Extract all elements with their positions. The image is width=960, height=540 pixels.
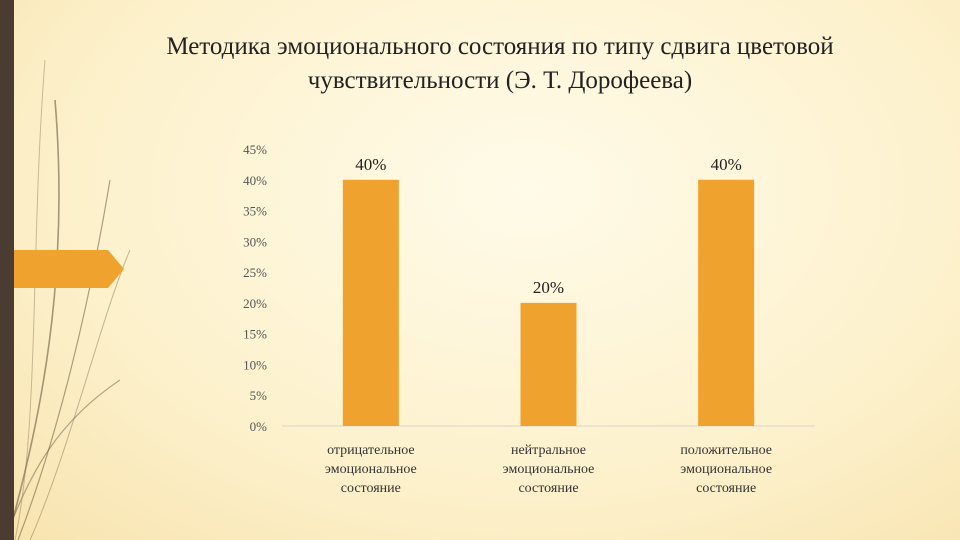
x-category-label-line: нейтральное [511, 443, 586, 458]
x-category-label-line: состояние [696, 481, 756, 496]
x-category-label-line: отрицательное [327, 443, 415, 458]
bar [698, 179, 755, 426]
decorative-line [17, 179, 111, 540]
x-category-label: нейтральное эмоциональное состояние [503, 443, 595, 496]
data-label: 20% [533, 278, 564, 297]
x-category-label-line: положительное [680, 443, 772, 458]
decorative-line [29, 249, 131, 540]
x-category-label-line: состояние [518, 481, 578, 496]
y-tick-label: 40% [243, 173, 267, 188]
y-tick-label: 25% [243, 265, 267, 280]
left-sidebar-bar [0, 0, 14, 540]
orange-arrow-tab [0, 250, 124, 288]
bar [520, 302, 577, 426]
x-category-label-line: эмоциональное [680, 462, 772, 477]
y-tick-label: 45% [243, 142, 267, 157]
decorative-arrow-graphic [0, 59, 131, 540]
x-category-label: положительное эмоциональное состояние [680, 443, 772, 496]
y-tick-label: 0% [250, 419, 268, 434]
data-label: 40% [711, 155, 742, 174]
bar [342, 179, 399, 426]
y-tick-label: 35% [243, 204, 267, 219]
decorative-line [9, 99, 60, 531]
x-category-label-line: состояние [341, 481, 401, 496]
decorative-line [4, 379, 121, 540]
decorative-line [14, 59, 46, 540]
y-tick-label: 30% [243, 234, 267, 249]
y-tick-label: 20% [243, 296, 267, 311]
y-tick-label: 10% [243, 357, 267, 372]
x-category-label: отрицательное эмоциональное состояние [325, 443, 417, 496]
data-label: 40% [355, 155, 386, 174]
x-category-label-line: эмоциональное [503, 462, 595, 477]
x-category-label-line: эмоциональное [325, 462, 417, 477]
y-tick-label: 5% [250, 388, 268, 403]
chart-title: Методика эмоционального состояния по тип… [166, 33, 834, 94]
y-tick-label: 15% [243, 327, 267, 342]
